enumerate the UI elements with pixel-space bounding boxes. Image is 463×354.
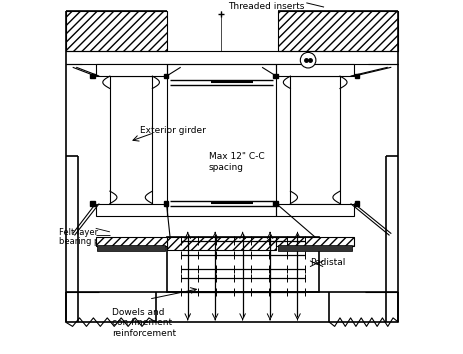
Bar [354,201,359,206]
Bar [275,64,353,76]
Bar [97,245,164,251]
Bar [95,64,166,76]
Bar [90,201,95,206]
Text: Max 12" C-C
spacing: Max 12" C-C spacing [208,152,264,172]
Bar [166,237,275,250]
Bar [273,201,277,206]
Bar [290,76,339,204]
Bar [275,237,353,246]
Text: Dowels and
con finement
reinforcement: Dowels and con finement reinforcement [112,308,175,338]
Bar [90,74,95,79]
Bar [95,204,166,216]
Bar [277,245,351,251]
Text: Felt layer: Felt layer [58,228,97,237]
Bar [273,74,277,79]
Circle shape [300,52,315,68]
Bar [163,201,168,206]
Text: Exterior girder: Exterior girder [140,126,206,135]
Bar [277,11,398,51]
Bar [95,237,166,246]
Bar [163,74,168,79]
Text: Threaded inserts: Threaded inserts [228,2,304,11]
Bar [275,204,353,216]
Text: Pedistal: Pedistal [309,258,344,267]
Text: bearing pad: bearing pad [58,237,109,246]
Bar [110,76,152,204]
Bar [65,11,166,51]
Bar [166,237,318,292]
Bar [354,74,359,79]
